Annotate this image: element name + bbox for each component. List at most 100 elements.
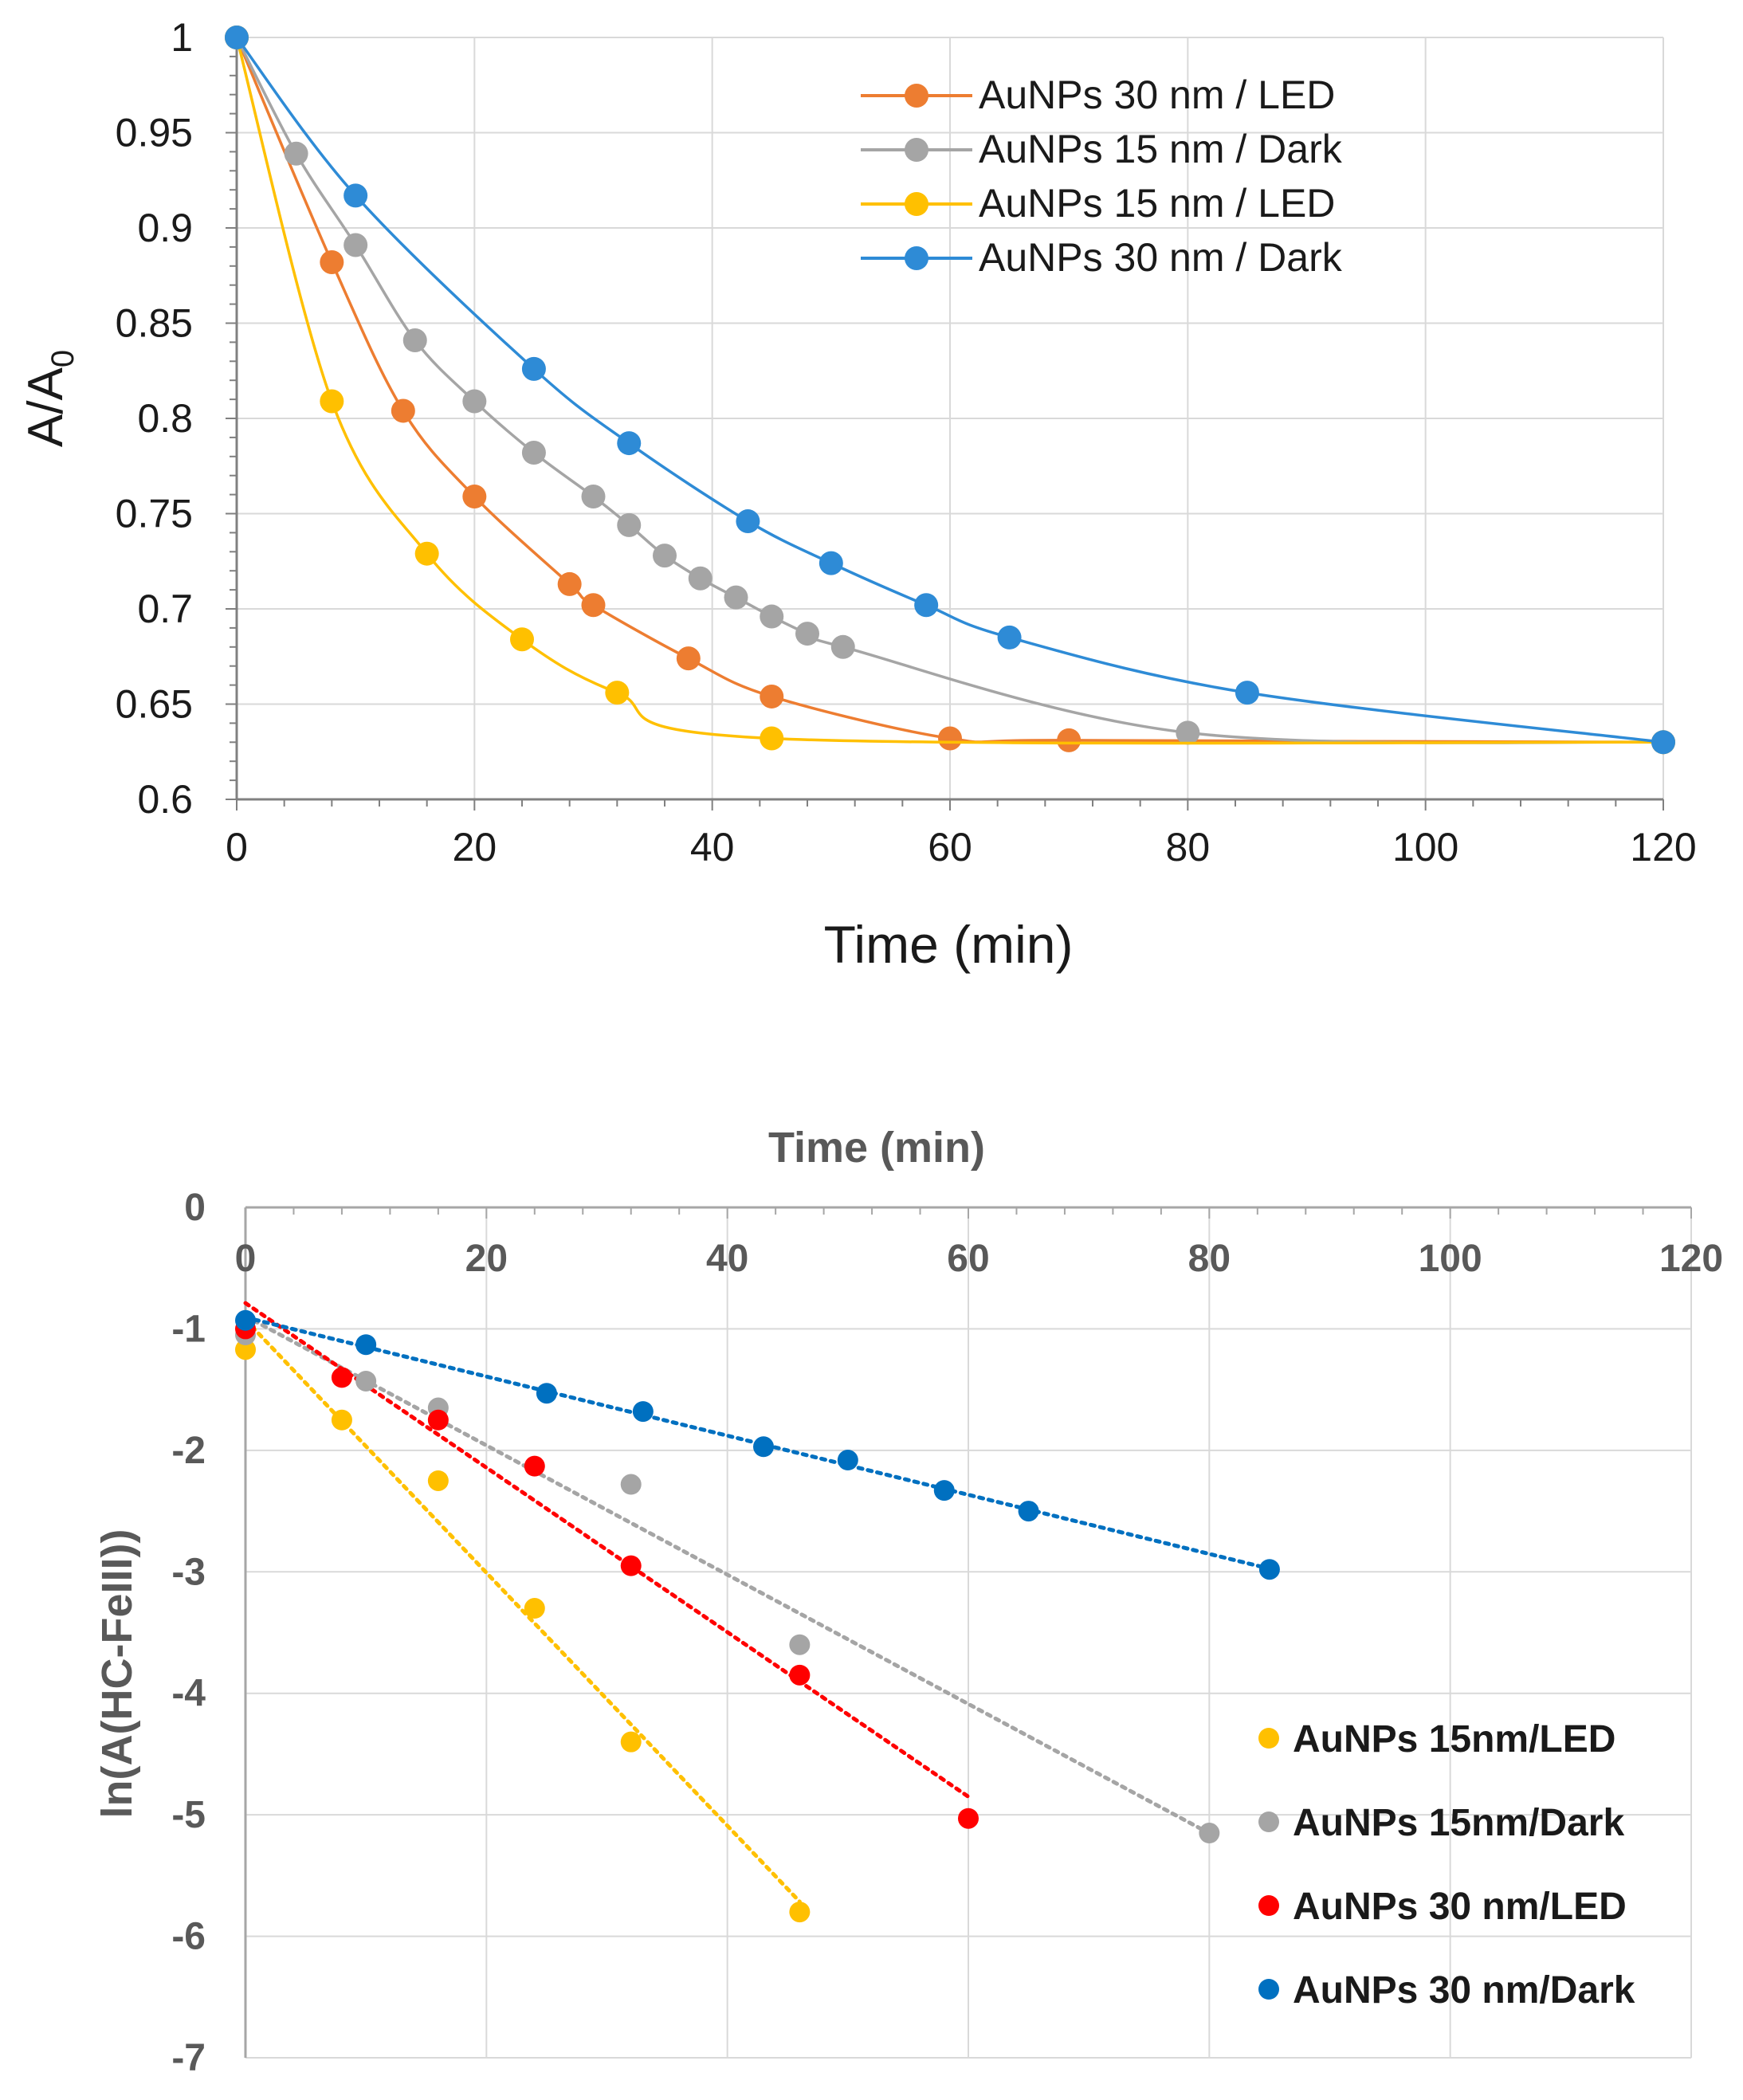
chart-2-point-aunps-15nm-dark-10 [355,1370,377,1391]
chart-2-y-tick--3: -3 [171,1551,206,1593]
chart-2-point-aunps-30-nm-led-60 [958,1808,979,1829]
chart-1-point-aunps-30-nm-dark-85 [1235,681,1259,705]
chart-1-series-aunps-30-nm-dark [225,26,1675,755]
chart-1-y-tick-0.9: 0.9 [137,206,193,250]
chart-1-point-aunps-15-nm-dark-25 [521,441,546,465]
chart-1-y-tick-0.8: 0.8 [137,396,193,441]
chart-1-decay-curves: 0 20 40 60 80 100 120 0.6 0.65 0.7 0.75 0.8 0.85 0.9… [18,15,1697,974]
chart-2-y-tick--7: -7 [171,2037,206,2079]
chart-2-x-tick-labels: 0 20 40 60 80 100 120 [235,1238,1723,1280]
chart-1-legend-entry-aunps-30-nm-dark: AuNPs 30 nm / Dark [861,235,1343,280]
chart-2-point-aunps-30-nm-led-16 [427,1409,449,1431]
chart-1-point-aunps-15-nm-led-45 [760,726,784,751]
chart-1-point-aunps-30-nm-dark-58 [914,593,939,618]
chart-1-x-tick-120: 120 [1630,825,1696,869]
chart-1-point-aunps-15-nm-dark-20 [462,389,487,414]
chart-1-point-aunps-30-nm-dark-43 [736,509,760,534]
chart-2-x-tick-0: 0 [235,1238,257,1280]
chart-1-x-tick-60: 60 [928,825,972,869]
chart-2-legend-marker-aunps-30-nm-dark [1258,1979,1279,2000]
chart-1-x-tick-40: 40 [690,825,735,869]
chart-2-point-aunps-30-nm-led-8 [331,1367,352,1388]
chart-1-point-aunps-30-nm-dark-25 [521,356,546,381]
chart-2-x-tick-80: 80 [1188,1238,1231,1280]
chart-1-point-aunps-30-nm-dark-0 [225,26,249,49]
chart-2-point-aunps-30-nm-dark-85 [1258,1559,1280,1580]
chart-1-legend-marker-aunps-30-nm-led [905,84,928,108]
chart-2-y-tick--6: -6 [171,1916,206,1958]
chart-2-x-tick-120: 120 [1659,1238,1723,1280]
chart-2-point-aunps-15nm-led-16 [427,1470,449,1491]
chart-2-point-aunps-15nm-led-46 [789,1902,811,1923]
chart-2-x-tick-20: 20 [465,1238,508,1280]
chart-2-point-aunps-15nm-dark-46 [789,1634,811,1655]
chart-2-y-tick--5: -5 [171,1794,206,1836]
chart-1-point-aunps-15-nm-dark-42 [724,585,748,610]
chart-1-point-aunps-15-nm-led-24 [510,627,534,652]
chart-2-x-tick-100: 100 [1419,1238,1482,1280]
chart-1-point-aunps-30-nm-dark-120 [1651,730,1675,755]
chart-1-legend-label-aunps-15-nm-led: AuNPs 15 nm / LED [979,181,1335,226]
chart-1-x-tick-80: 80 [1166,825,1211,869]
chart-1-x-tick-labels: 0 20 40 60 80 100 120 [226,825,1697,869]
chart-1-point-aunps-30-nm-dark-50 [819,551,843,575]
chart-1-x-axis-title: Time (min) [824,915,1074,974]
chart-1-legend-entry-aunps-15-nm-dark: AuNPs 15 nm / Dark [861,127,1343,171]
chart-1-legend-label-aunps-30-nm-dark: AuNPs 30 nm / Dark [979,235,1343,280]
chart-2-series-aunps-30-nm-dark [235,1309,1280,1580]
chart-2-legend-label-aunps-15nm-dark: AuNPs 15nm/Dark [1293,1802,1624,1844]
chart-1-point-aunps-15-nm-dark-39 [688,566,713,591]
chart-2-x-axis-title: Time (min) [768,1124,985,1172]
chart-2-point-aunps-30-nm-dark-0 [235,1309,256,1331]
chart-2-x-tick-60: 60 [947,1238,989,1280]
chart-1-legend-marker-aunps-15-nm-dark [905,138,928,162]
chart-2-trendlines [243,1301,1272,1904]
chart-2-trendline-aunps-30-nm-led [243,1301,971,1799]
chart-1-point-aunps-15-nm-dark-5 [284,141,308,166]
chart-2-trendline-aunps-15nm-dark [243,1313,1211,1835]
chart-2-point-aunps-30-nm-dark-43 [753,1436,775,1458]
chart-2-point-aunps-30-nm-dark-10 [355,1334,377,1356]
chart-2-legend-marker-aunps-15nm-dark [1258,1811,1279,1832]
chart-1-point-aunps-30-nm-dark-65 [997,625,1022,650]
chart-2-legend-label-aunps-30-nm-dark: AuNPs 30 nm/Dark [1293,1969,1635,2012]
chart-2-point-aunps-30-nm-led-46 [789,1664,811,1686]
chart-1-legend-entry-aunps-15-nm-led: AuNPs 15 nm / LED [861,181,1335,226]
chart-1-y-tick-0.85: 0.85 [116,301,193,346]
chart-2-y-tick--2: -2 [171,1430,206,1472]
chart-2-point-aunps-15nm-dark-32 [620,1474,642,1495]
chart-1-point-aunps-30-nm-led-45 [760,684,784,709]
chart-2-point-aunps-15nm-led-24 [524,1598,545,1619]
chart-2-series-aunps-30-nm-led [235,1318,979,1829]
chart-1-y-tick-0.7: 0.7 [137,587,193,631]
chart-2-point-aunps-30-nm-dark-58 [933,1480,955,1501]
chart-1-point-aunps-30-nm-led-60 [938,726,962,751]
chart-2-point-aunps-15nm-dark-80 [1199,1823,1220,1844]
chart-1-y-axis-title-subscript: 0 [45,350,80,367]
chart-2-y-tick-labels: 0 -1 -2 -3 -4 -5 -6 -7 [171,1187,206,2079]
chart-2-point-aunps-30-nm-dark-65 [1018,1501,1039,1522]
chart-2-point-aunps-30-nm-dark-33 [632,1401,654,1423]
chart-2-point-aunps-30-nm-dark-50 [837,1450,858,1471]
chart-1-point-aunps-30-nm-led-30 [581,593,606,618]
chart-2-y-axis-title: ln(A(HC-FeIII)) [93,1529,141,1819]
chart-2-legend-label-aunps-30-nm-led: AuNPs 30 nm/LED [1293,1886,1627,1928]
chart-2-legend-marker-aunps-30-nm-led [1258,1895,1279,1916]
chart-1-x-tick-0: 0 [226,825,248,869]
chart-2-x-tick-40: 40 [706,1238,748,1280]
chart-1-gridlines [236,37,1664,800]
chart-1-point-aunps-30-nm-led-38 [676,646,701,671]
chart-1-legend-marker-aunps-15-nm-led [905,192,928,216]
chart-1-point-aunps-15-nm-dark-80 [1176,720,1200,745]
chart-1-point-aunps-30-nm-led-14 [391,398,415,423]
chart-2-series-aunps-15nm-led [235,1339,811,1923]
chart-1-legend-label-aunps-30-nm-led: AuNPs 30 nm / LED [979,73,1335,117]
chart-1-legend-label-aunps-15-nm-dark: AuNPs 15 nm / Dark [979,127,1343,171]
chart-2-legend-entry-aunps-15nm-led: AuNPs 15nm/LED [1258,1718,1615,1760]
chart-1-series-line-aunps-15-nm-led [235,37,1664,745]
chart-1-series-aunps-15-nm-dark [225,26,1675,755]
chart-1-legend-marker-aunps-30-nm-dark [905,246,928,270]
chart-2-y-tick--1: -1 [171,1308,206,1350]
chart-1-point-aunps-15-nm-dark-48 [795,622,819,646]
